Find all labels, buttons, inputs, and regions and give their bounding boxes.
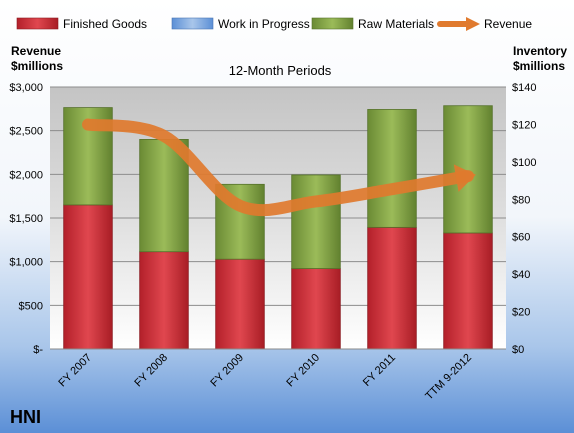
left-tick-label: $3,000 xyxy=(9,82,43,94)
legend-item-revenue: Revenue xyxy=(437,17,532,31)
legend-swatch-work-in-progress xyxy=(171,17,214,30)
gridlines xyxy=(50,86,506,306)
right-tick-label: $40 xyxy=(512,269,530,281)
legend-item-finished-goods: Finished Goods xyxy=(16,17,147,31)
legend-label-work-in-progress: Work in Progress xyxy=(218,17,310,31)
bar-finished-goods xyxy=(443,232,493,350)
bar-raw-materials xyxy=(367,109,417,228)
right-axis-title-line2: $millions xyxy=(513,59,565,73)
revenue-line-path xyxy=(82,118,474,217)
left-axis-ticks: $- $500 $1,000 $1,500 $2,000 $2,500 $3,000 xyxy=(9,82,43,356)
right-axis-title-line1: Inventory xyxy=(513,44,567,58)
left-tick-label: $500 xyxy=(19,300,43,312)
right-tick-label: $100 xyxy=(512,157,536,169)
bar-raw-materials xyxy=(291,174,341,269)
legend-arrow-revenue xyxy=(466,17,480,31)
right-tick-label: $0 xyxy=(512,344,524,356)
legend-label-revenue: Revenue xyxy=(484,17,532,31)
legend-item-raw-materials: Raw Materials xyxy=(311,17,434,31)
legend-item-work-in-progress: Work in Progress xyxy=(171,17,310,31)
left-axis-title-line2: $millions xyxy=(11,59,63,73)
left-tick-label: $2,000 xyxy=(9,169,43,181)
bar-finished-goods xyxy=(139,251,189,350)
left-tick-label: $1,500 xyxy=(9,213,43,225)
left-tick-label: $1,000 xyxy=(9,257,43,269)
right-tick-label: $80 xyxy=(512,194,530,206)
right-tick-label: $20 xyxy=(512,307,530,319)
bar-series xyxy=(63,105,493,350)
right-tick-label: $60 xyxy=(512,232,530,244)
right-tick-label: $140 xyxy=(512,82,536,94)
bar-raw-materials xyxy=(443,105,493,234)
legend-swatch-finished-goods xyxy=(16,17,59,30)
left-tick-label: $- xyxy=(33,344,43,356)
chart-subtitle: 12-Month Periods xyxy=(229,63,332,78)
revenue-line xyxy=(82,118,476,217)
company-label: HNI xyxy=(10,407,41,427)
bar-finished-goods xyxy=(215,258,265,350)
left-axis-title-line1: Revenue xyxy=(11,44,61,58)
legend: Finished Goods Work in Progress Raw Mate… xyxy=(16,17,532,31)
bar-raw-materials xyxy=(139,138,189,253)
right-axis-ticks: $0 $20 $40 $60 $80 $100 $120 $140 xyxy=(512,82,536,356)
revenue-line-arrowhead xyxy=(453,164,476,192)
bar-finished-goods xyxy=(291,268,341,350)
legend-label-raw-materials: Raw Materials xyxy=(358,17,434,31)
legend-swatch-raw-materials xyxy=(311,17,354,30)
right-tick-label: $120 xyxy=(512,119,536,131)
left-tick-label: $2,500 xyxy=(9,126,43,138)
bar-finished-goods xyxy=(63,204,113,350)
bar-finished-goods xyxy=(367,226,417,350)
legend-label-finished-goods: Finished Goods xyxy=(63,17,147,31)
